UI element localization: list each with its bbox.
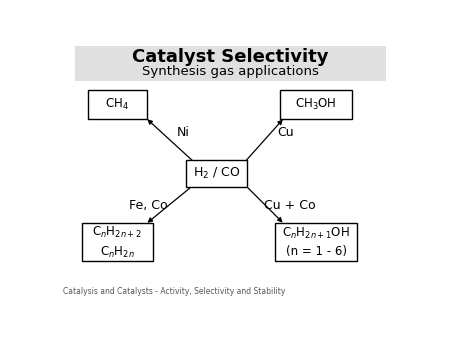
Text: H$_2$ / CO: H$_2$ / CO <box>193 166 240 181</box>
Text: C$_n$H$_{2n+2}$
C$_n$H$_{2n}$: C$_n$H$_{2n+2}$ C$_n$H$_{2n}$ <box>92 225 142 260</box>
Text: Cu + Co: Cu + Co <box>264 199 315 212</box>
Text: C$_n$H$_{2n+1}$OH
(n = 1 - 6): C$_n$H$_{2n+1}$OH (n = 1 - 6) <box>282 226 350 258</box>
FancyBboxPatch shape <box>81 223 153 261</box>
FancyBboxPatch shape <box>88 90 147 119</box>
Text: Fe, Co: Fe, Co <box>130 199 168 212</box>
Text: Ni: Ni <box>176 126 189 140</box>
FancyBboxPatch shape <box>275 223 357 261</box>
FancyBboxPatch shape <box>186 160 247 187</box>
Text: CH$_4$: CH$_4$ <box>105 97 129 112</box>
Text: Catalyst Selectivity: Catalyst Selectivity <box>132 48 329 66</box>
Text: CH$_3$OH: CH$_3$OH <box>295 97 337 112</box>
Text: Catalysis and Catalysts - Activity, Selectivity and Stability: Catalysis and Catalysts - Activity, Sele… <box>63 287 286 296</box>
Text: Synthesis gas applications: Synthesis gas applications <box>142 65 319 78</box>
FancyBboxPatch shape <box>76 46 386 81</box>
FancyBboxPatch shape <box>280 90 352 119</box>
Text: Cu: Cu <box>278 126 294 140</box>
